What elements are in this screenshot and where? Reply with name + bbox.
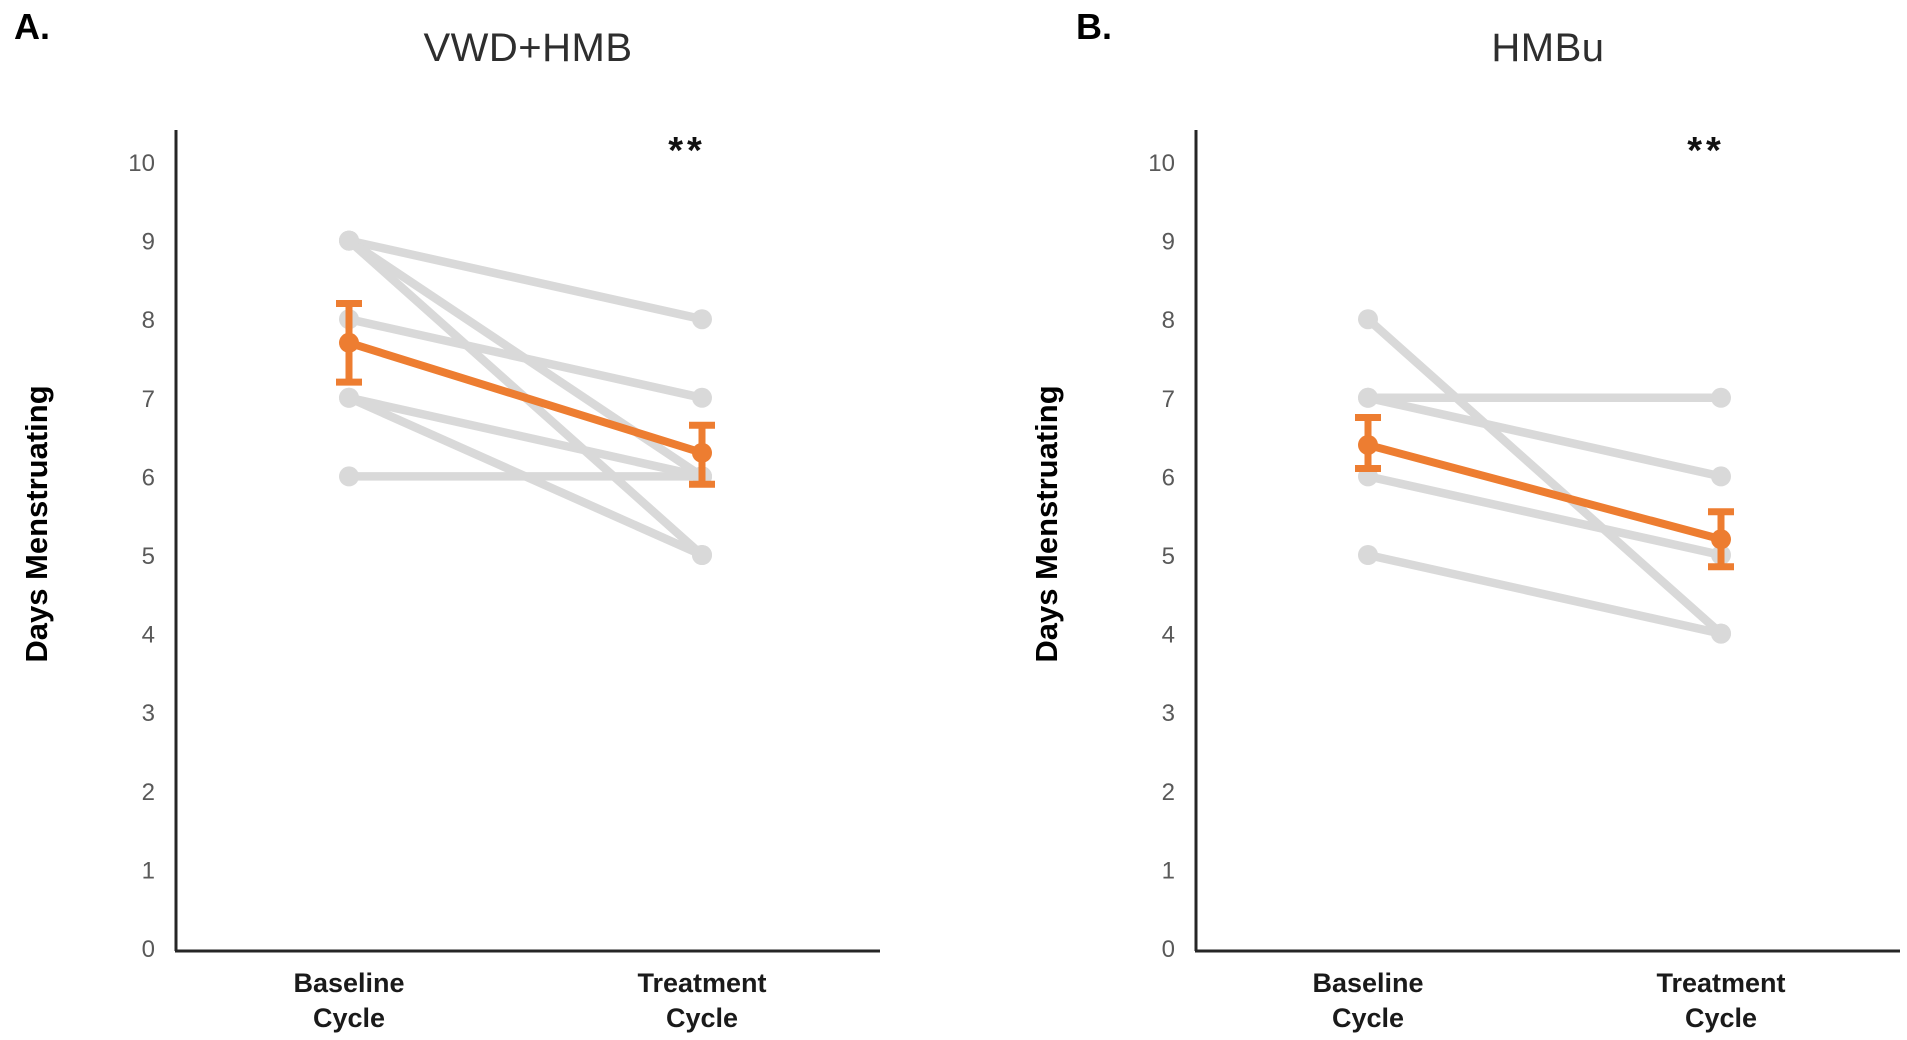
y-tick-label: 9: [1162, 229, 1175, 256]
mean-line: [345, 338, 706, 457]
panel-b-significance-stars: **: [1687, 130, 1725, 172]
panel-b-letter: B.: [1076, 6, 1112, 47]
individual-data-point: [339, 230, 359, 251]
y-tick-label: 3: [142, 700, 155, 727]
y-tick-label: 8: [1162, 307, 1175, 334]
y-tick-label: 8: [142, 307, 155, 334]
y-tick-label: 0: [1162, 936, 1175, 963]
mean-data-point: [692, 442, 712, 463]
individual-patient-line: [344, 236, 707, 324]
individual-patient-line: [344, 314, 707, 403]
panel-b-title: HMBu: [1491, 26, 1605, 70]
y-tick-label: 3: [1162, 700, 1175, 727]
panel-a-letter: A.: [14, 6, 50, 47]
y-tick-label: 1: [142, 857, 155, 884]
individual-patient-line: [1363, 472, 1726, 560]
mean-data-point: [339, 332, 359, 353]
y-tick-label: 5: [1162, 543, 1175, 570]
individual-data-point: [692, 545, 712, 565]
panel-a-y-axis-title: Days Menstruating: [19, 385, 54, 663]
individual-data-point: [1711, 466, 1731, 487]
individual-data-point: [1358, 545, 1378, 565]
individual-data-point: [1711, 623, 1731, 644]
individual-data-point: [339, 466, 359, 487]
individual-data-point: [1358, 309, 1378, 330]
mean-line: [1364, 440, 1725, 544]
y-tick-label: 7: [1162, 386, 1175, 413]
y-tick-label: 7: [142, 386, 155, 413]
x-category-label: Baseline Cycle: [1312, 968, 1423, 1033]
y-tick-label: 4: [1162, 622, 1175, 649]
individual-patient-line: [1363, 393, 1726, 481]
mean-data-point: [1711, 529, 1731, 550]
individual-data-point: [339, 387, 359, 408]
y-tick-label: 6: [1162, 464, 1175, 491]
panel-a-significance-stars: **: [668, 130, 706, 172]
individual-data-point: [692, 387, 712, 408]
panel-a-title: VWD+HMB: [423, 26, 633, 70]
y-tick-label: 6: [142, 464, 155, 491]
y-tick-label: 4: [142, 622, 155, 649]
y-tick-label: 1: [1162, 857, 1175, 884]
individual-data-point: [1358, 387, 1378, 408]
mean-data-point: [1358, 434, 1378, 455]
panel-b-y-axis-title: Days Menstruating: [1029, 385, 1064, 663]
y-tick-label: 5: [142, 543, 155, 570]
y-tick-label: 2: [142, 779, 155, 806]
individual-data-point: [1711, 387, 1731, 408]
y-tick-label: 10: [1148, 150, 1175, 177]
individual-patient-line: [344, 393, 707, 481]
individual-data-point: [692, 309, 712, 330]
y-tick-label: 0: [142, 936, 155, 963]
x-category-label: Treatment Cycle: [1656, 968, 1785, 1033]
x-category-label: Treatment Cycle: [637, 968, 766, 1033]
individual-patient-line: [1363, 550, 1726, 638]
x-category-label: Baseline Cycle: [293, 968, 404, 1033]
y-tick-label: 9: [142, 229, 155, 256]
y-tick-label: 10: [128, 150, 155, 177]
y-tick-label: 2: [1162, 779, 1175, 806]
individual-patient-line: [1363, 314, 1726, 638]
